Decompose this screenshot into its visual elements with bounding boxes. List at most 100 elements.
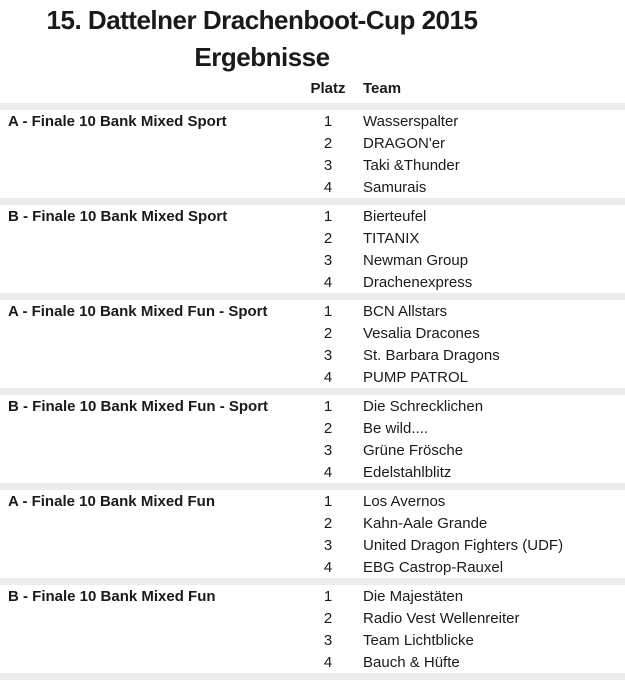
- table-row: 2 Vesalia Dracones: [0, 322, 625, 344]
- place-cell: 1: [323, 302, 333, 320]
- section-rows: B - Finale 10 Bank Mixed Sport 1 Bierteu…: [0, 205, 625, 293]
- document-header: 15. Dattelner Drachenboot-Cup 2015 Ergeb…: [0, 0, 524, 74]
- section-divider: [0, 388, 625, 395]
- team-cell: Die Majestäten: [363, 587, 464, 605]
- table-row: 3 Newman Group: [0, 249, 625, 271]
- section-label: A - Finale 10 Bank Mixed Fun: [8, 492, 215, 510]
- table-row: 4 PUMP PATROL: [0, 366, 625, 388]
- team-cell: Los Avernos: [363, 492, 446, 510]
- team-cell: Bierteufel: [363, 207, 427, 225]
- place-cell: 4: [323, 463, 333, 481]
- table-header-row: Platz Team: [0, 74, 625, 103]
- result-section: B - Finale 10 Bank Mixed Fun - Sport 1 D…: [0, 388, 625, 483]
- section-rows: A - Finale 10 Bank Mixed Fun 1 Los Avern…: [0, 490, 625, 578]
- team-cell: Team Lichtblicke: [363, 631, 474, 649]
- result-section: A - Finale 10 Bank Mixed Fun 1 Los Avern…: [0, 483, 625, 578]
- table-row: 3 Taki &Thunder: [0, 154, 625, 176]
- team-cell: Newman Group: [363, 251, 469, 269]
- place-cell: 4: [323, 653, 333, 671]
- results-table-body: A - Finale 10 Bank Mixed Sport 1 Wassers…: [0, 103, 625, 673]
- place-cell: 2: [323, 514, 333, 532]
- column-header-platz: Platz: [310, 80, 346, 97]
- section-divider: [0, 198, 625, 205]
- team-cell: BCN Allstars: [363, 302, 448, 320]
- result-section: A - Finale 10 Bank Mixed Fun - Sport 1 B…: [0, 293, 625, 388]
- page-subtitle: Ergebnisse: [194, 42, 330, 72]
- table-row: 2 Kahn-Aale Grande: [0, 512, 625, 534]
- table-row: A - Finale 10 Bank Mixed Fun 1 Los Avern…: [0, 490, 625, 512]
- team-cell: St. Barbara Dragons: [363, 346, 500, 364]
- result-section: B - Finale 10 Bank Mixed Fun 1 Die Majes…: [0, 578, 625, 673]
- place-cell: 1: [323, 207, 333, 225]
- place-cell: 4: [323, 368, 333, 386]
- table-row: 3 United Dragon Fighters (UDF): [0, 534, 625, 556]
- section-label: B - Finale 10 Bank Mixed Sport: [8, 207, 228, 225]
- place-cell: 2: [323, 609, 333, 627]
- section-label: B - Finale 10 Bank Mixed Fun - Sport: [8, 397, 269, 415]
- section-label: A - Finale 10 Bank Mixed Fun - Sport: [8, 302, 268, 320]
- team-cell: DRAGON'er: [363, 134, 446, 152]
- table-row: 4 Edelstahlblitz: [0, 461, 625, 483]
- place-cell: 3: [323, 441, 333, 459]
- section-label: B - Finale 10 Bank Mixed Fun: [8, 587, 216, 605]
- team-cell: PUMP PATROL: [363, 368, 469, 386]
- team-cell: Kahn-Aale Grande: [363, 514, 488, 532]
- place-cell: 3: [323, 631, 333, 649]
- place-cell: 2: [323, 324, 333, 342]
- place-cell: 2: [323, 134, 333, 152]
- section-rows: B - Finale 10 Bank Mixed Fun - Sport 1 D…: [0, 395, 625, 483]
- place-cell: 4: [323, 178, 333, 196]
- team-cell: Edelstahlblitz: [363, 463, 452, 481]
- table-row: 4 Samurais: [0, 176, 625, 198]
- place-cell: 1: [323, 397, 333, 415]
- table-row: 3 Grüne Frösche: [0, 439, 625, 461]
- place-cell: 1: [323, 492, 333, 510]
- team-cell: Grüne Frösche: [363, 441, 464, 459]
- place-cell: 3: [323, 536, 333, 554]
- table-row: 2 TITANIX: [0, 227, 625, 249]
- section-rows: B - Finale 10 Bank Mixed Fun 1 Die Majes…: [0, 585, 625, 673]
- table-row: 4 Drachenexpress: [0, 271, 625, 293]
- table-row: 3 St. Barbara Dragons: [0, 344, 625, 366]
- team-cell: Bauch & Hüfte: [363, 653, 460, 671]
- page-title: 15. Dattelner Drachenboot-Cup 2015: [46, 5, 478, 35]
- place-cell: 3: [323, 346, 333, 364]
- team-cell: United Dragon Fighters (UDF): [363, 536, 564, 554]
- section-label: A - Finale 10 Bank Mixed Sport: [8, 112, 227, 130]
- team-cell: Vesalia Dracones: [363, 324, 480, 342]
- result-section: B - Finale 10 Bank Mixed Sport 1 Bierteu…: [0, 198, 625, 293]
- team-cell: Be wild....: [363, 419, 429, 437]
- section-divider: [0, 578, 625, 585]
- column-header-team: Team: [363, 80, 402, 97]
- table-row: 2 DRAGON'er: [0, 132, 625, 154]
- table-row: 2 Be wild....: [0, 417, 625, 439]
- team-cell: Drachenexpress: [363, 273, 473, 291]
- place-cell: 2: [323, 229, 333, 247]
- section-divider: [0, 293, 625, 300]
- table-row: 4 Bauch & Hüfte: [0, 651, 625, 673]
- place-cell: 4: [323, 273, 333, 291]
- table-row: 3 Team Lichtblicke: [0, 629, 625, 651]
- place-cell: 1: [323, 587, 333, 605]
- section-divider: [0, 483, 625, 490]
- section-rows: A - Finale 10 Bank Mixed Sport 1 Wassers…: [0, 110, 625, 198]
- table-row: A - Finale 10 Bank Mixed Fun - Sport 1 B…: [0, 300, 625, 322]
- table-row: 2 Radio Vest Wellenreiter: [0, 607, 625, 629]
- team-cell: Wasserspalter: [363, 112, 459, 130]
- section-rows: A - Finale 10 Bank Mixed Fun - Sport 1 B…: [0, 300, 625, 388]
- table-row: B - Finale 10 Bank Mixed Fun - Sport 1 D…: [0, 395, 625, 417]
- team-cell: Samurais: [363, 178, 427, 196]
- table-row: B - Finale 10 Bank Mixed Sport 1 Bierteu…: [0, 205, 625, 227]
- section-divider: [0, 103, 625, 110]
- table-row: B - Finale 10 Bank Mixed Fun 1 Die Majes…: [0, 585, 625, 607]
- team-cell: EBG Castrop-Rauxel: [363, 558, 504, 576]
- team-cell: TITANIX: [363, 229, 420, 247]
- table-row: A - Finale 10 Bank Mixed Sport 1 Wassers…: [0, 110, 625, 132]
- place-cell: 4: [323, 558, 333, 576]
- team-cell: Die Schrecklichen: [363, 397, 484, 415]
- team-cell: Taki &Thunder: [363, 156, 460, 174]
- place-cell: 3: [323, 156, 333, 174]
- result-section: A - Finale 10 Bank Mixed Sport 1 Wassers…: [0, 103, 625, 198]
- place-cell: 1: [323, 112, 333, 130]
- bottom-divider: [0, 673, 625, 680]
